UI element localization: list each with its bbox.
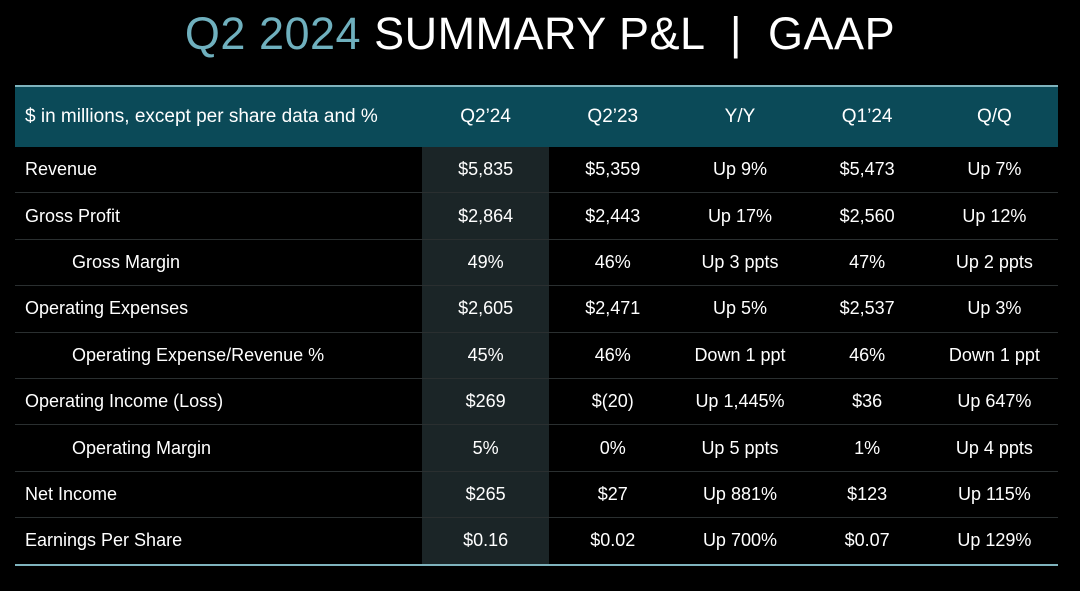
cell-q1-24: 1%	[803, 424, 931, 472]
cell-yoy: Up 700%	[676, 517, 804, 566]
table-row: Net Income $265 $27 Up 881% $123 Up 115%	[15, 471, 1058, 519]
cell-q1-24: $2,560	[803, 192, 931, 240]
cell-q1-24: $36	[803, 378, 931, 426]
cell-yoy: Up 5%	[676, 285, 804, 333]
table-row: Gross Profit $2,864 $2,443 Up 17% $2,560 Up 1…	[15, 192, 1058, 240]
cell-yoy: Up 5 ppts	[676, 424, 804, 472]
cell-q2-24: 49%	[422, 239, 550, 287]
cell-qoq: Up 2 ppts	[930, 239, 1058, 287]
header-q1-24: Q1’24	[841, 106, 893, 127]
cell-qoq: Up 7%	[930, 147, 1058, 194]
cell-q2-23: 46%	[549, 239, 677, 287]
cell-q2-24: 5%	[422, 424, 550, 472]
row-label: Gross Margin	[15, 239, 422, 287]
cell-qoq: Down 1 ppt	[930, 332, 1058, 379]
cell-q2-23: $5,359	[549, 147, 677, 194]
cell-q1-24: 47%	[803, 239, 931, 287]
cell-q2-24: $0.16	[422, 517, 550, 566]
cell-q2-24: 45%	[422, 332, 550, 379]
cell-q2-24: $2,864	[422, 192, 550, 240]
cell-q1-24: 46%	[803, 332, 931, 379]
cell-q2-23: $27	[549, 471, 677, 519]
cell-q2-23: 0%	[549, 424, 677, 472]
table-header-row: $ in millions, except per share data and…	[15, 86, 1058, 147]
cell-q2-24: $265	[422, 471, 550, 519]
cell-q2-23: $(20)	[549, 378, 677, 426]
row-label: Gross Profit	[15, 192, 422, 240]
table-row: Operating Income (Loss) $269 $(20) Up 1,445…	[15, 378, 1058, 426]
title-accent: Q2 2024	[184, 8, 362, 59]
table-row: Operating Expenses $2,605 $2,471 Up 5% $2,53…	[15, 285, 1058, 333]
row-label: Net Income	[15, 471, 422, 519]
table-row: Revenue $5,835 $5,359 Up 9% $5,473 Up 7%	[15, 147, 1058, 194]
cell-yoy: Down 1 ppt	[676, 332, 804, 379]
cell-yoy: Up 881%	[676, 471, 804, 519]
cell-q1-24: $0.07	[803, 517, 931, 566]
cell-q1-24: $2,537	[803, 285, 931, 333]
header-q2-24: Q2’24	[460, 106, 511, 127]
pl-summary-table: $ in millions, except per share data and…	[15, 85, 1058, 566]
cell-q1-24: $123	[803, 471, 931, 519]
row-label: Operating Expense/Revenue %	[15, 332, 422, 379]
cell-yoy: Up 1,445%	[676, 378, 804, 426]
header-yoy: Y/Y	[724, 106, 756, 127]
row-label: Operating Margin	[15, 424, 422, 472]
cell-qoq: Up 4 ppts	[930, 424, 1058, 472]
cell-yoy: Up 3 ppts	[676, 239, 804, 287]
cell-q2-23: $2,443	[549, 192, 677, 240]
cell-qoq: Up 3%	[930, 285, 1058, 333]
header-qoq: Q/Q	[976, 106, 1012, 127]
cell-q2-23: 46%	[549, 332, 677, 379]
header-label: $ in millions, except per share data and…	[25, 106, 378, 127]
table-row: Operating Expense/Revenue % 45% 46% Down 1 …	[15, 332, 1058, 379]
table-row: Earnings Per Share $0.16 $0.02 Up 700% $0.07…	[15, 517, 1058, 566]
cell-yoy: Up 9%	[676, 147, 804, 194]
cell-qoq: Up 115%	[930, 471, 1058, 519]
row-label: Revenue	[15, 147, 422, 194]
cell-yoy: Up 17%	[676, 192, 804, 240]
cell-q2-24: $5,835	[422, 147, 550, 194]
row-label: Operating Income (Loss)	[15, 378, 422, 426]
table-row: Gross Margin 49% 46% Up 3 ppts 47% Up 2 ppts	[15, 239, 1058, 287]
cell-q2-24: $269	[422, 378, 550, 426]
page-title: Q2 2024 SUMMARY P&L | GAAP	[0, 6, 1080, 62]
cell-q2-24: $2,605	[422, 285, 550, 333]
cell-qoq: Up 129%	[930, 517, 1058, 566]
cell-qoq: Up 647%	[930, 378, 1058, 426]
header-q2-23: Q2’23	[587, 106, 639, 127]
cell-qoq: Up 12%	[930, 192, 1058, 240]
row-label: Earnings Per Share	[15, 517, 422, 566]
row-label: Operating Expenses	[15, 285, 422, 333]
cell-q2-23: $2,471	[549, 285, 677, 333]
table-row: Operating Margin 5% 0% Up 5 ppts 1% Up 4 ppts	[15, 424, 1058, 472]
title-main: SUMMARY P&L | GAAP	[374, 8, 896, 59]
cell-q1-24: $5,473	[803, 147, 931, 194]
cell-q2-23: $0.02	[549, 517, 677, 566]
